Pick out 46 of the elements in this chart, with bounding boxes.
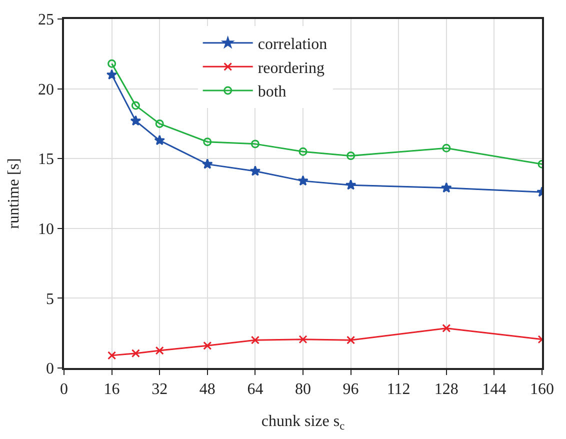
x-tick-label: 32 xyxy=(152,380,168,398)
point xyxy=(345,179,356,190)
x-axis-title: chunk size s$_{c}$ xyxy=(261,413,345,433)
point xyxy=(346,152,356,160)
point xyxy=(250,140,260,148)
point xyxy=(203,341,212,350)
legend-label: both xyxy=(258,84,286,101)
x-tick-label: 160 xyxy=(530,380,554,398)
x-tick-label: 48 xyxy=(199,380,216,398)
point xyxy=(155,119,164,128)
point xyxy=(155,346,164,355)
y-tick-label: 25 xyxy=(38,12,54,29)
x-tick-label: 96 xyxy=(342,380,359,398)
y-tick-label: 15 xyxy=(38,151,54,168)
y-tick-label: 20 xyxy=(38,81,54,98)
point xyxy=(203,138,212,146)
x-tick-label: 16 xyxy=(104,380,120,398)
point xyxy=(298,175,308,186)
point xyxy=(442,144,451,152)
point xyxy=(202,158,213,169)
point xyxy=(131,349,140,358)
point xyxy=(298,147,308,156)
y-axis-title: runtime [s] xyxy=(5,158,22,229)
point xyxy=(106,69,118,80)
point xyxy=(298,335,308,344)
y-tick-label: 0 xyxy=(46,360,54,378)
legend-label: reordering xyxy=(258,60,324,77)
x-tick-label: 144 xyxy=(482,380,506,398)
legend-label: correlation xyxy=(258,36,328,54)
point xyxy=(108,59,116,68)
x-tick-label: 64 xyxy=(247,380,264,398)
point xyxy=(108,351,116,360)
point xyxy=(440,182,452,193)
x-tick-label: 112 xyxy=(386,380,410,398)
point xyxy=(250,166,261,176)
x-tick-label: 0 xyxy=(60,380,68,398)
point xyxy=(131,101,140,110)
y-tick-label: 5 xyxy=(46,290,54,308)
y-tick-label: 10 xyxy=(38,221,54,238)
point xyxy=(442,324,451,332)
x-tick-label: 80 xyxy=(295,380,311,398)
point xyxy=(346,336,356,344)
point xyxy=(130,115,142,126)
point xyxy=(154,134,166,146)
point xyxy=(250,336,260,344)
x-tick-label: 128 xyxy=(434,380,458,398)
